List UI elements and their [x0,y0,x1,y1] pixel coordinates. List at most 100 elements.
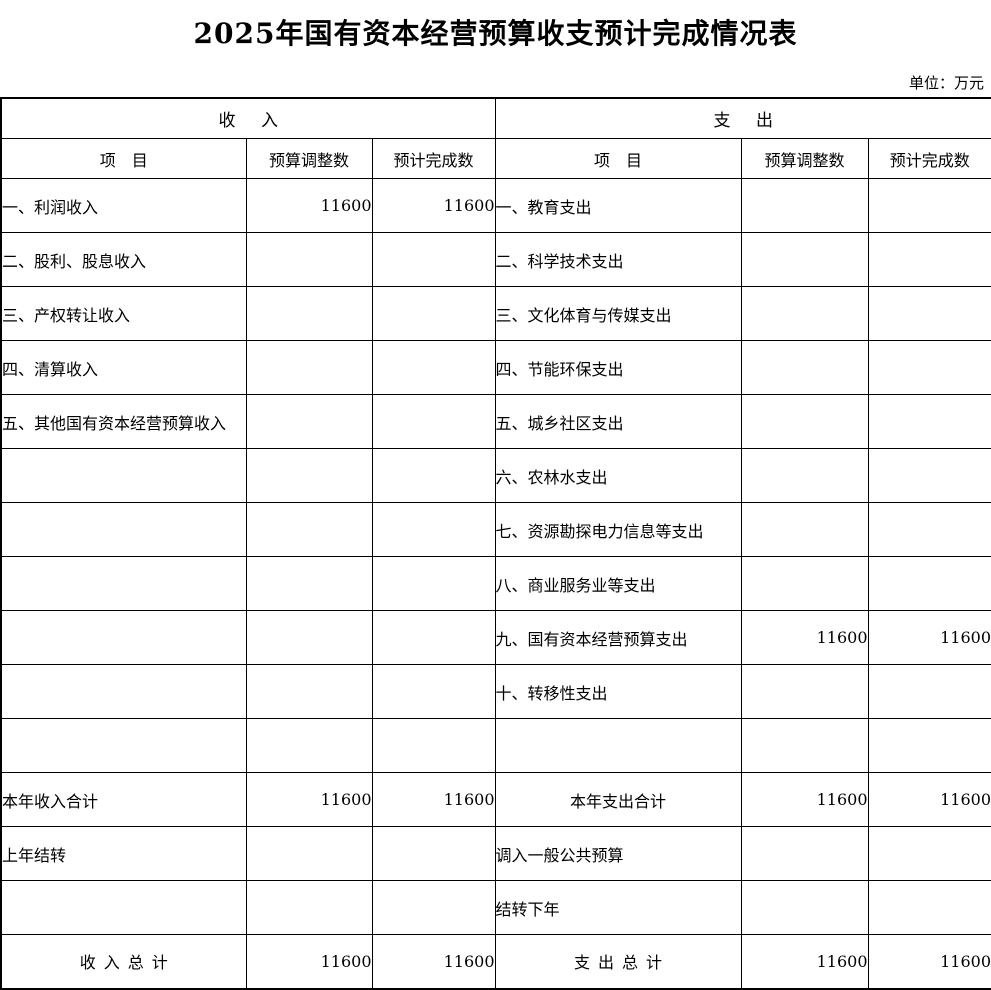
revenue-budget-adjusted-cell: 11600 [245,178,373,233]
revenue-item-cell: 上年结转 [0,826,247,881]
expenditure-item-cell: 调入一般公共预算 [494,826,742,881]
section-header-row: 收 入 支 出 [0,97,991,139]
column-header-expenditure-item: 项 目 [494,138,742,179]
expenditure-budget-adjusted-cell [740,718,869,773]
unit-label: 单位：万元 [908,74,984,92]
expenditure-budget-adjusted-cell [740,448,869,503]
revenue-budget-adjusted-cell [245,718,373,773]
revenue-estimated-completion-cell: 11600 [371,934,496,989]
table-row: 二、股利、股息收入 二、科学技术支出 [0,232,991,287]
expenditure-item-cell: 二、科学技术支出 [494,232,742,287]
revenue-budget-adjusted-cell [245,448,373,503]
expenditure-item-cell: 八、商业服务业等支出 [494,556,742,611]
column-header-expenditure-budget-adjusted: 预算调整数 [740,138,869,179]
expenditure-item-cell: 五、城乡社区支出 [494,394,742,449]
table-row: 上年结转 调入一般公共预算 [0,826,991,881]
section-header-revenue: 收 入 [0,97,496,139]
revenue-budget-adjusted-cell [245,502,373,557]
expenditure-item-cell: 本年支出合计 [494,772,742,827]
revenue-estimated-completion-cell [371,880,496,935]
revenue-budget-adjusted-cell: 11600 [245,934,373,989]
table-row [0,718,991,773]
revenue-budget-adjusted-cell [245,664,373,719]
expenditure-estimated-completion-cell [867,232,991,287]
expenditure-budget-adjusted-cell: 11600 [740,772,869,827]
table-row: 七、资源勘探电力信息等支出 [0,502,991,557]
expenditure-estimated-completion-cell [867,664,991,719]
revenue-budget-adjusted-cell [245,394,373,449]
revenue-budget-adjusted-cell [245,556,373,611]
revenue-budget-adjusted-cell [245,880,373,935]
expenditure-estimated-completion-cell [867,556,991,611]
revenue-item-cell [0,448,247,503]
revenue-budget-adjusted-cell [245,232,373,287]
expenditure-item-cell: 六、农林水支出 [494,448,742,503]
expenditure-item-cell: 结转下年 [494,880,742,935]
revenue-item-cell [0,718,247,773]
revenue-budget-adjusted-cell [245,610,373,665]
expenditure-budget-adjusted-cell [740,664,869,719]
expenditure-estimated-completion-cell [867,178,991,233]
budget-table: 收 入 支 出 项 目 预算调整数 预计完成数 项 目 预算调整数 预计完成数 … [0,97,991,990]
expenditure-estimated-completion-cell [867,718,991,773]
revenue-estimated-completion-cell: 11600 [371,772,496,827]
expenditure-estimated-completion-cell: 11600 [867,772,991,827]
revenue-item-cell: 三、产权转让收入 [0,286,247,341]
expenditure-budget-adjusted-cell [740,880,869,935]
expenditure-item-cell: 七、资源勘探电力信息等支出 [494,502,742,557]
revenue-estimated-completion-cell [371,232,496,287]
expenditure-budget-adjusted-cell: 11600 [740,610,869,665]
column-header-revenue-estimated-completion: 预计完成数 [371,138,496,179]
table-row: 三、产权转让收入 三、文化体育与传媒支出 [0,286,991,341]
column-header-revenue-budget-adjusted: 预算调整数 [245,138,373,179]
expenditure-budget-adjusted-cell: 11600 [740,934,869,989]
expenditure-item-cell: 三、文化体育与传媒支出 [494,286,742,341]
table-row: 四、清算收入 四、节能环保支出 [0,340,991,395]
expenditure-item-cell: 一、教育支出 [494,178,742,233]
table-row: 十、转移性支出 [0,664,991,719]
revenue-estimated-completion-cell [371,448,496,503]
table-row: 本年收入合计 11600 11600 本年支出合计 11600 11600 [0,772,991,827]
revenue-item-cell [0,556,247,611]
revenue-budget-adjusted-cell [245,826,373,881]
expenditure-budget-adjusted-cell [740,340,869,395]
revenue-budget-adjusted-cell: 11600 [245,772,373,827]
revenue-estimated-completion-cell [371,340,496,395]
table-row: 五、其他国有资本经营预算收入 五、城乡社区支出 [0,394,991,449]
table-row: 结转下年 [0,880,991,935]
table-row: 六、农林水支出 [0,448,991,503]
revenue-item-cell: 一、利润收入 [0,178,247,233]
column-header-row: 项 目 预算调整数 预计完成数 项 目 预算调整数 预计完成数 [0,138,991,179]
table-row: 一、利润收入 11600 11600 一、教育支出 [0,178,991,233]
revenue-estimated-completion-cell [371,556,496,611]
revenue-estimated-completion-cell [371,718,496,773]
table-row: 收 入 总 计 11600 11600 支 出 总 计 11600 11600 [0,934,991,989]
expenditure-estimated-completion-cell: 11600 [867,934,991,989]
column-header-revenue-item: 项 目 [0,138,247,179]
expenditure-estimated-completion-cell: 11600 [867,610,991,665]
revenue-item-cell: 二、股利、股息收入 [0,232,247,287]
expenditure-estimated-completion-cell [867,340,991,395]
revenue-estimated-completion-cell [371,394,496,449]
column-header-expenditure-estimated-completion: 预计完成数 [867,138,991,179]
table-row: 八、商业服务业等支出 [0,556,991,611]
revenue-item-cell [0,502,247,557]
revenue-item-cell [0,610,247,665]
expenditure-estimated-completion-cell [867,826,991,881]
expenditure-item-cell: 九、国有资本经营预算支出 [494,610,742,665]
page-title: 2025年国有资本经营预算收支预计完成情况表 [193,17,798,50]
revenue-item-cell [0,664,247,719]
revenue-item-cell: 收 入 总 计 [0,934,247,989]
revenue-estimated-completion-cell [371,286,496,341]
revenue-item-cell [0,880,247,935]
expenditure-item-cell: 支 出 总 计 [494,934,742,989]
expenditure-budget-adjusted-cell [740,394,869,449]
expenditure-budget-adjusted-cell [740,286,869,341]
expenditure-estimated-completion-cell [867,286,991,341]
expenditure-estimated-completion-cell [867,448,991,503]
revenue-item-cell: 本年收入合计 [0,772,247,827]
revenue-estimated-completion-cell [371,610,496,665]
revenue-estimated-completion-cell [371,502,496,557]
expenditure-budget-adjusted-cell [740,178,869,233]
expenditure-budget-adjusted-cell [740,826,869,881]
